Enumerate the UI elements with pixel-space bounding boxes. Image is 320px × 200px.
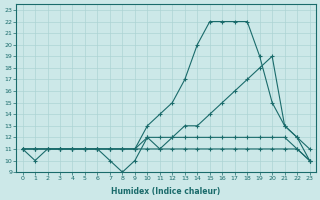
X-axis label: Humidex (Indice chaleur): Humidex (Indice chaleur) — [111, 187, 221, 196]
